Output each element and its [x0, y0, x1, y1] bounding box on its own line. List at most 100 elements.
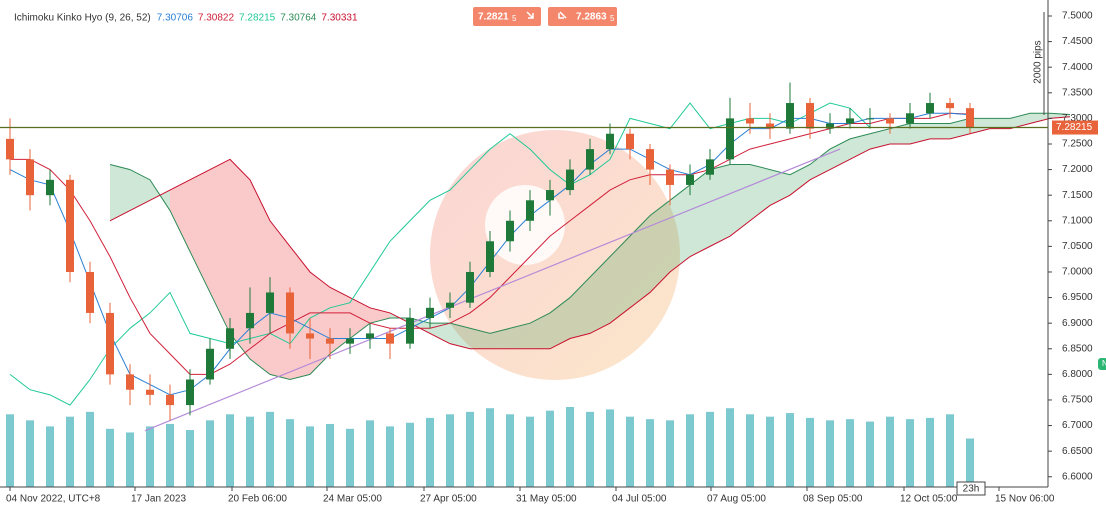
cloud-fill: [170, 179, 190, 252]
volume-bar: [386, 426, 394, 487]
candle-body: [546, 190, 554, 201]
candle-body: [806, 103, 814, 129]
candle-body: [966, 108, 974, 128]
x-tick-label: 17 Jan 2023: [131, 494, 186, 505]
marker-box: [1098, 358, 1106, 370]
volume-bar: [786, 413, 794, 487]
candle-body: [746, 118, 754, 124]
y-tick-label: 6.9000: [1062, 318, 1093, 329]
cloud-fill: [510, 323, 530, 349]
buy-button[interactable]: [548, 7, 617, 26]
sell-price: 7.2821: [478, 12, 509, 23]
candle-body: [946, 103, 954, 109]
cloud-fill: [110, 164, 130, 221]
y-tick-label: 7.0500: [1062, 241, 1093, 252]
x-tick-label: 08 Sep 05:00: [803, 494, 863, 505]
cloud-fill: [770, 169, 790, 206]
plot: [6, 82, 1071, 487]
marker: N: [1102, 359, 1106, 368]
cloud-fill: [230, 159, 250, 360]
volume-bar: [526, 416, 534, 487]
cloud-fill: [570, 277, 590, 339]
volume-bar: [186, 430, 194, 487]
y-tick-label: 6.7500: [1062, 395, 1093, 406]
volume-bar: [6, 414, 14, 487]
cloud-fill: [730, 164, 750, 237]
cloud-fill: [550, 297, 570, 349]
legend-title: Ichimoku Kinko Hyo (9, 26, 52): [14, 13, 151, 24]
candle-body: [666, 169, 674, 185]
x-tick-label: 04 Nov 2022, UTC+8: [6, 494, 101, 505]
candle-body: [766, 123, 774, 129]
candle-body: [86, 271, 94, 313]
cloud-fill: [210, 159, 230, 334]
cloud-fill: [490, 328, 510, 349]
candle-body: [186, 379, 194, 406]
countdown-box: [956, 481, 986, 496]
candle-body: [446, 302, 454, 308]
volume-bar: [246, 416, 254, 487]
volume-bar: [106, 428, 114, 487]
volume-bar: [586, 411, 594, 487]
watermark-hole: [485, 185, 565, 265]
candle-body: [286, 292, 294, 334]
volume-bar: [486, 408, 494, 487]
candle-body: [366, 333, 374, 339]
cloud-fill: [470, 328, 490, 349]
candle-body: [306, 333, 314, 339]
cloud-fill: [830, 138, 850, 170]
volume-bar: [206, 420, 214, 487]
legend-value: 7.30822: [198, 13, 235, 24]
volume-bar: [46, 426, 54, 487]
cloud-fill: [430, 323, 450, 344]
sell-button[interactable]: [473, 7, 541, 26]
cloud-fill: [310, 271, 330, 375]
volume-bar: [826, 420, 834, 487]
volume-bar: [886, 416, 894, 487]
cloud-fill: [250, 179, 270, 375]
candle-body: [66, 179, 74, 272]
candle-body: [6, 138, 14, 160]
cloud-fill: [590, 256, 610, 334]
candle-body: [526, 200, 534, 221]
volume-bar: [726, 408, 734, 487]
candle-body: [426, 307, 434, 319]
candle-body: [246, 312, 254, 329]
candle-body: [226, 328, 234, 349]
y-tick-label: 6.6500: [1062, 446, 1093, 457]
x-tick-label: 15 Nov 06:00: [995, 494, 1055, 505]
cloud-fill: [190, 169, 210, 293]
y-tick-label: 7.1500: [1062, 190, 1093, 201]
legend-value: 7.30764: [280, 13, 317, 24]
volume-bar: [26, 420, 34, 487]
volume-bar: [286, 419, 294, 487]
volume-bar: [126, 432, 134, 487]
y-tick-label: 7.3500: [1062, 87, 1093, 98]
volume-bar: [446, 414, 454, 487]
candle-body: [646, 149, 654, 170]
volume-bar: [906, 419, 914, 487]
candle-body: [166, 394, 174, 406]
buy-price: 7.2863: [576, 12, 607, 23]
span-b-line: [109, 116, 1071, 350]
cloud-fill: [530, 312, 550, 349]
cloud-fill: [850, 133, 870, 160]
y-tick-label: 7.2000: [1062, 164, 1093, 175]
candle-body: [926, 103, 934, 114]
x-tick-label: 07 Aug 05:00: [707, 494, 766, 505]
cloud-fill: [1030, 113, 1050, 124]
legend-value: 7.30706: [157, 13, 194, 24]
candle-body: [726, 118, 734, 160]
x-tick-label: 20 Feb 06:00: [228, 494, 287, 505]
volume-bar: [306, 426, 314, 487]
volume-bar: [86, 411, 94, 487]
cloud-fill: [910, 123, 930, 144]
candle-body: [566, 169, 574, 191]
volume-bar: [866, 421, 874, 487]
y-tick-label: 7.4000: [1062, 62, 1093, 73]
candle-body: [266, 292, 274, 313]
candle-body: [626, 133, 634, 150]
candle-body: [146, 389, 154, 395]
y-tick-label: 6.7000: [1062, 420, 1093, 431]
legend-value: 7.28215: [239, 13, 276, 24]
